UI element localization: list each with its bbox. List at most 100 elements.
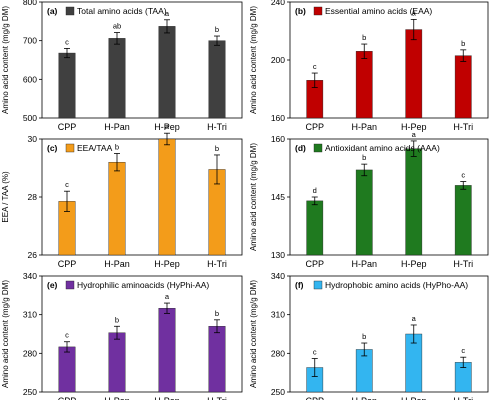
significance-letter: c <box>65 37 69 46</box>
x-tick-label: CPP <box>58 122 77 132</box>
bar-cpp <box>306 200 324 256</box>
y-tick-label: 310 <box>271 310 285 320</box>
bar-h-tri <box>454 185 472 256</box>
bar-cpp <box>58 52 76 119</box>
y-tick-label: 600 <box>23 74 37 84</box>
bar-h-pep <box>405 148 423 256</box>
panel-label: (f) <box>295 280 304 290</box>
bar-h-pan <box>355 51 373 119</box>
plot-frame <box>41 1 243 119</box>
y-axis-title: Amino acid content (mg/g DM) <box>1 6 10 114</box>
panel-label: (d) <box>295 143 306 153</box>
bar-cpp <box>58 346 76 393</box>
x-tick-label: CPP <box>58 396 77 400</box>
legend-swatch <box>65 143 75 153</box>
significance-letter: b <box>362 153 366 162</box>
significance-letter: b <box>115 143 119 152</box>
y-axis-title: Amino acid content (mg/g DM) <box>249 143 258 251</box>
y-tick-label: 250 <box>271 387 285 397</box>
significance-letter: c <box>65 331 69 340</box>
legend-swatch <box>313 143 323 153</box>
significance-letter: b <box>115 315 119 324</box>
x-tick-label: H-Pan <box>104 396 130 400</box>
significance-letter: a <box>165 122 170 131</box>
legend-swatch <box>313 280 323 290</box>
significance-letter: d <box>313 186 317 195</box>
significance-letter: ab <box>113 22 121 31</box>
significance-letter: b <box>215 25 219 34</box>
x-tick-label: H-Tri <box>453 396 473 400</box>
legend-entry: Antioxidant amino acids (AAA) <box>325 143 440 153</box>
y-tick-label: 250 <box>23 387 37 397</box>
y-tick-label: 145 <box>271 192 285 202</box>
bar-h-pan <box>108 38 126 119</box>
x-tick-label: H-Pep <box>154 259 180 269</box>
significance-letter: b <box>215 309 219 318</box>
bar-h-tri <box>208 326 226 393</box>
x-tick-label: CPP <box>58 259 77 269</box>
legend-swatch <box>313 6 323 16</box>
x-tick-label: CPP <box>305 396 324 400</box>
y-tick-label: 200 <box>271 55 285 65</box>
y-tick-label: 310 <box>23 310 37 320</box>
legend-entry: Total amino acids (TAA) <box>77 6 167 16</box>
legend-entry: Hydrophobic amino acids (HyPho-AA) <box>325 280 468 290</box>
y-tick-label: 160 <box>271 113 285 123</box>
significance-letter: c <box>313 347 317 356</box>
legend-entry: EEA/TAA <box>77 143 113 153</box>
plot-frame <box>41 275 243 393</box>
y-tick-label: 500 <box>23 113 37 123</box>
x-tick-label: H-Tri <box>207 122 227 132</box>
y-tick-label: 26 <box>28 250 38 260</box>
significance-letter: b <box>215 144 219 153</box>
y-tick-label: 280 <box>271 348 285 358</box>
x-tick-label: H-Tri <box>453 259 473 269</box>
chart-panel-6: 250 280 310 340 Amino acid content (mg/g DM)… <box>249 271 489 400</box>
plot-frame <box>289 275 489 393</box>
x-tick-label: H-Tri <box>207 396 227 400</box>
y-tick-label: 30 <box>28 134 38 144</box>
chart-panel-5: 250 280 310 340 Amino acid content (mg/g DM)… <box>1 271 243 400</box>
x-tick-label: CPP <box>305 122 324 132</box>
y-tick-label: 160 <box>271 134 285 144</box>
chart-panel-2: 160 200 240 Amino acid content (mg/g DM) c CP… <box>249 0 489 132</box>
y-tick-label: 800 <box>23 0 37 7</box>
y-tick-label: 700 <box>23 36 37 46</box>
bar-h-pep <box>158 26 176 119</box>
x-tick-label: H-Pan <box>351 122 377 132</box>
significance-letter: a <box>412 314 417 323</box>
y-tick-label: 340 <box>271 271 285 281</box>
x-tick-label: H-Pan <box>351 259 377 269</box>
y-axis-title: Amino acid content (mg/g DM) <box>249 6 258 114</box>
bar-h-pep <box>158 138 176 256</box>
y-axis-title: Amino acid content (mg/g DM) <box>249 280 258 388</box>
significance-letter: c <box>65 180 69 189</box>
bar-h-tri <box>208 40 226 119</box>
panel-label: (c) <box>47 143 58 153</box>
x-tick-label: H-Pep <box>401 259 427 269</box>
bar-h-pan <box>108 332 126 393</box>
chart-panel-1: 500 600 700 800 Amino acid content (mg/g DM)… <box>1 0 243 132</box>
x-tick-label: H-Pep <box>154 122 180 132</box>
significance-letter: c <box>313 62 317 71</box>
chart-panel-4: 130 145 160 Amino acid content (mg/g DM) d CP… <box>249 130 489 269</box>
x-tick-label: H-Pan <box>351 396 377 400</box>
panel-label: (e) <box>47 280 58 290</box>
legend-entry: Essential amino acids (EAA) <box>325 6 432 16</box>
significance-letter: a <box>165 9 170 18</box>
legend-entry: Hydrophilic aminoacids (HyPhi-AA) <box>77 280 209 290</box>
bar-h-pep <box>158 308 176 393</box>
bar-h-tri <box>454 55 472 119</box>
significance-letter: b <box>362 33 366 42</box>
y-tick-label: 280 <box>23 348 37 358</box>
x-tick-label: CPP <box>305 259 324 269</box>
legend-swatch <box>65 6 75 16</box>
x-tick-label: H-Tri <box>453 122 473 132</box>
legend-swatch <box>65 280 75 290</box>
y-tick-label: 240 <box>271 0 285 7</box>
x-tick-label: H-Pep <box>154 396 180 400</box>
x-tick-label: H-Tri <box>207 259 227 269</box>
significance-letter: a <box>412 8 417 17</box>
significance-letter: c <box>461 171 465 180</box>
